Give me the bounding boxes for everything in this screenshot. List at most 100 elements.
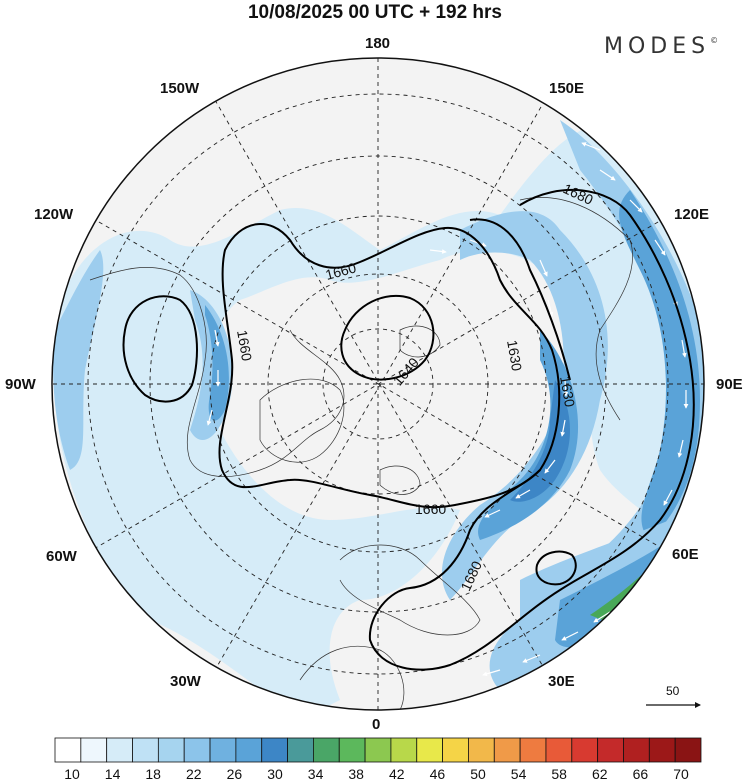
colorbar-tick-label: 10 [64,766,80,782]
wind-vector [654,239,666,256]
colorbar-tick-label: 26 [226,766,243,782]
colorbar-tick-label: 62 [592,766,608,782]
colorbar-tick-label: 30 [267,766,283,782]
colorbar-tick-label: 38 [348,766,364,782]
colorbar-tick-label: 42 [389,766,405,782]
brand-copyright-mark: © [710,36,719,45]
contour-western-closed [122,295,198,403]
wind-vector [522,654,541,663]
colorbar-cell [416,737,444,763]
southeast-jet-green [590,545,670,625]
wind-vector [563,379,569,397]
contour-label: 1630 [557,375,578,409]
wind-vector [206,409,213,426]
contour-label: 1630 [504,339,525,373]
colorbar-cell [648,737,676,763]
map-border [51,57,705,711]
longitude-label-150w: 150W [160,80,200,97]
colorbar-cell [106,737,133,763]
wind-vectors [206,142,689,677]
colorbar-tick-label: 18 [145,766,161,782]
western-band-mid [53,250,104,470]
longitude-label-90e: 90E [716,376,743,393]
longitude-label-180: 180 [365,35,391,52]
southeast-jet-strong [555,540,670,648]
colorbar-cell [261,737,288,763]
colorbar-tick-label: 14 [104,766,121,782]
wind-vector [581,142,601,151]
colorbar-tick-label: 70 [673,766,689,782]
longitude-label-90w: 90W [5,376,36,393]
colorbar-cell [312,737,340,763]
wind-vector [544,459,556,474]
wind-vector [560,419,566,437]
north-america-coast [89,267,345,477]
wind-vector [629,199,643,213]
arctic-islands [379,325,441,495]
wind-vector [484,509,501,518]
colorbar-cell [364,737,392,763]
wind-vector [429,249,447,254]
colorbar-cell [390,737,418,763]
colorbar-cell [235,737,263,763]
meridian-150e-30w [214,99,546,671]
brand-text: MODES [604,34,711,59]
longitude-label-30w: 30W [170,673,201,690]
colorbar-cell [597,737,624,763]
colorbar-tick-label: 50 [470,766,486,782]
colorbar-cell [519,737,547,763]
contour-eastern-closed [535,550,577,586]
contour-1680-outer [368,188,695,671]
colorbar-cell [287,737,314,763]
longitude-label-120e: 120E [674,206,710,223]
meridian-120e-60w [91,217,666,551]
chart-title: 10/08/2025 00 UTC + 192 hrs [247,2,503,23]
height-contours [122,188,695,671]
longitude-label-60w: 60W [46,548,77,565]
colorbar-cell [157,737,185,763]
atlantic-jet-strong [205,305,229,421]
colorbar-cell [80,737,108,763]
brand-logo: MODES© [604,34,718,59]
contour-1640 [340,294,435,381]
colorbar-tick-label: 34 [307,766,324,782]
contour-label: 1660 [415,501,446,517]
wind-vector [599,169,616,181]
colorbar-tick-label: 58 [551,766,567,782]
colorbar-cell [571,737,599,763]
colorbar-cell [209,737,237,763]
wind-vector [663,489,673,506]
wind-vector [547,299,554,317]
colorbar-cells [54,737,702,763]
wind-vector [593,611,611,623]
colorbar-tick-label: 22 [186,766,202,782]
graticule [52,58,704,710]
colorbar-cell [442,737,469,763]
colorbar-cell [132,737,159,763]
longitude-label-60e: 60E [672,546,699,563]
contour-1630-inner [469,218,571,381]
colorbar-cell [183,737,211,763]
colorbar-cell [674,737,702,763]
europe-coast [339,544,481,636]
longitude-label-120w: 120W [34,206,74,223]
wind-vector [214,329,220,347]
colorbar-cell [623,737,650,763]
colorbar-tick-label: 46 [429,766,446,782]
wind-vector [515,489,531,499]
colorbar-tick-label: 66 [632,766,649,782]
coastlines [89,197,634,710]
latitude-circle-60 [209,215,547,553]
longitude-label-30e: 30E [548,673,575,690]
contour-label: 1660 [234,329,255,363]
longitude-label-0: 0 [372,716,381,733]
wind-vector [677,439,684,458]
wind-vector [482,669,501,677]
latitude-circle-40 [87,93,669,675]
africa-coast [299,646,405,710]
wind-vector [539,259,548,277]
asia-coast [519,197,634,421]
contour-label: 1660 [324,259,358,283]
longitude-label-150e: 150E [549,80,585,97]
